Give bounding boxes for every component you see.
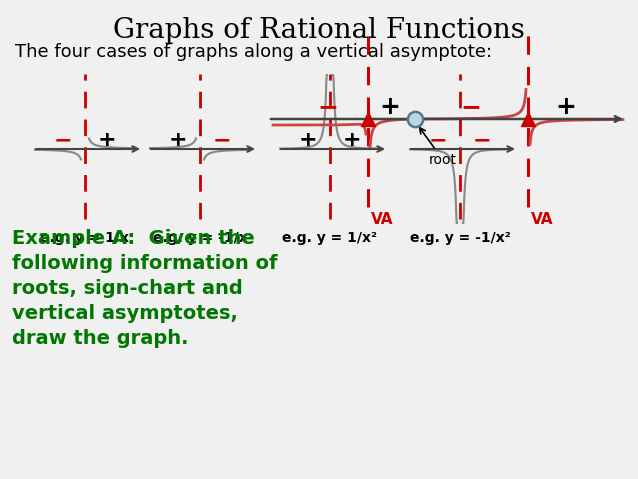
Text: −: − bbox=[212, 130, 232, 150]
Text: e.g. y = -1/x²: e.g. y = -1/x² bbox=[410, 231, 510, 245]
Text: +: + bbox=[98, 130, 116, 150]
Text: VA: VA bbox=[531, 212, 554, 227]
Text: e.g. y = 1/x²: e.g. y = 1/x² bbox=[283, 231, 378, 245]
Text: −: − bbox=[318, 95, 339, 119]
Text: −: − bbox=[429, 130, 447, 150]
Text: e.g. y = -1/x: e.g. y = -1/x bbox=[152, 231, 248, 245]
Text: +: + bbox=[556, 95, 577, 119]
Text: e.g. y = 1/x: e.g. y = 1/x bbox=[40, 231, 130, 245]
Text: −: − bbox=[461, 95, 482, 119]
Text: −: − bbox=[473, 130, 491, 150]
Text: Example A:  Given the
following information of
roots, sign-chart and
vertical as: Example A: Given the following informati… bbox=[12, 229, 278, 348]
Text: VA: VA bbox=[371, 212, 394, 227]
Text: +: + bbox=[299, 130, 317, 150]
Text: Graphs of Rational Functions: Graphs of Rational Functions bbox=[113, 17, 525, 44]
Text: −: − bbox=[54, 130, 72, 150]
Text: +: + bbox=[343, 130, 361, 150]
Text: +: + bbox=[380, 95, 401, 119]
Text: +: + bbox=[168, 130, 188, 150]
Text: The four cases of graphs along a vertical asymptote:: The four cases of graphs along a vertica… bbox=[15, 43, 492, 61]
Text: root: root bbox=[420, 128, 457, 167]
